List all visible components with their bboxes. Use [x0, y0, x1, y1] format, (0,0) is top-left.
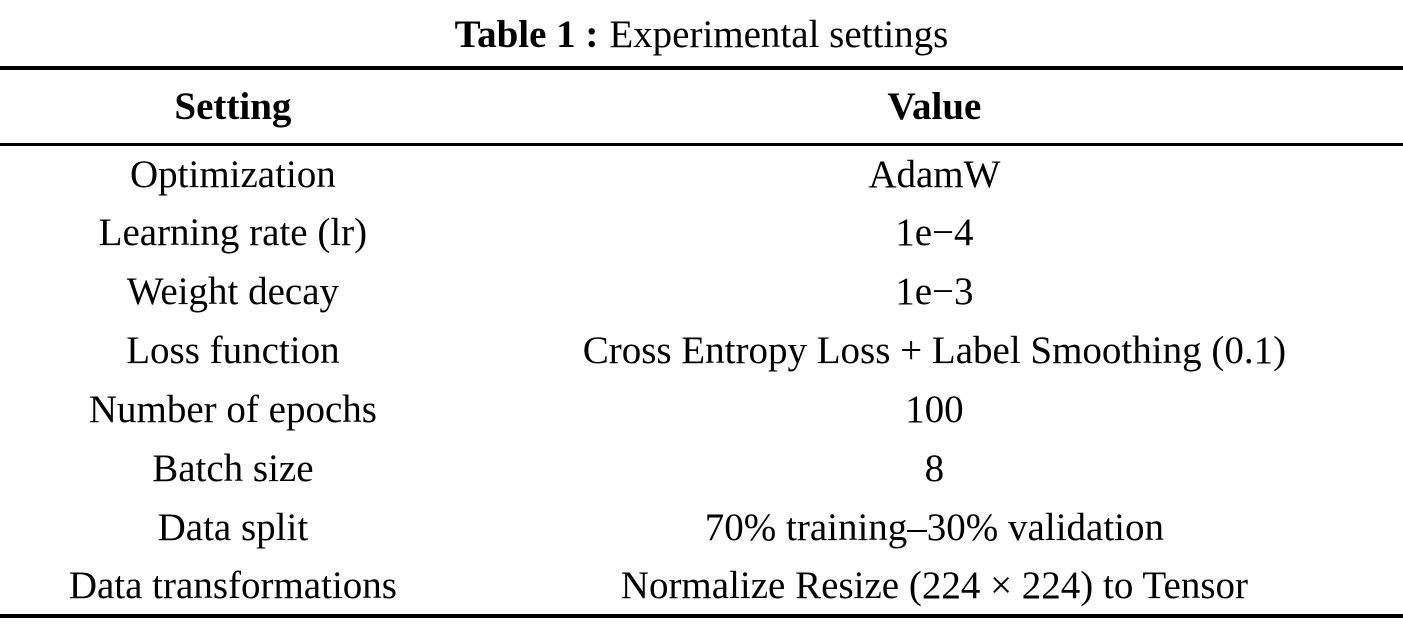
value-cell: Normalize Resize (224 × 224) to Tensor — [620, 564, 1248, 607]
table-caption-text: Experimental settings — [609, 12, 949, 56]
setting-cell: Number of epochs — [88, 388, 377, 431]
table-row: Batch size 8 — [0, 439, 1403, 498]
table-row: Optimization AdamW — [0, 144, 1403, 203]
table-header-row: Setting Value — [0, 68, 1403, 144]
value-cell: AdamW — [868, 152, 1001, 196]
setting-cell: Learning rate (lr) — [98, 211, 368, 254]
value-cell: Cross Entropy Loss + Label Smoothing (0.… — [582, 329, 1287, 372]
table-caption-label: Table 1 : — [454, 12, 599, 56]
column-header-setting: Setting — [174, 84, 292, 128]
table-row: Learning rate (lr) 1e−4 — [0, 203, 1403, 262]
column-header-value: Value — [887, 84, 982, 128]
table-caption: Table 1 : Experimental settings — [0, 0, 1403, 66]
setting-cell: Data split — [157, 506, 309, 549]
value-cell: 70% training–30% validation — [704, 506, 1165, 549]
table-row: Data split 70% training–30% validation — [0, 498, 1403, 557]
value-cell: 1e−3 — [895, 270, 974, 313]
setting-cell: Weight decay — [126, 270, 340, 313]
setting-cell: Loss function — [126, 329, 340, 372]
setting-cell: Optimization — [129, 152, 336, 196]
table-row: Data transformations Normalize Resize (2… — [0, 557, 1403, 616]
value-cell: 100 — [905, 388, 964, 431]
table-row: Weight decay 1e−3 — [0, 262, 1403, 321]
setting-cell: Batch size — [152, 447, 314, 490]
value-cell: 8 — [924, 447, 945, 490]
table-row: Loss function Cross Entropy Loss + Label… — [0, 321, 1403, 380]
table-row: Number of epochs 100 — [0, 380, 1403, 439]
value-cell: 1e−4 — [895, 211, 974, 254]
setting-cell: Data transformations — [68, 564, 397, 607]
experimental-settings-table: Setting Value Optimization AdamW Learnin… — [0, 66, 1403, 618]
